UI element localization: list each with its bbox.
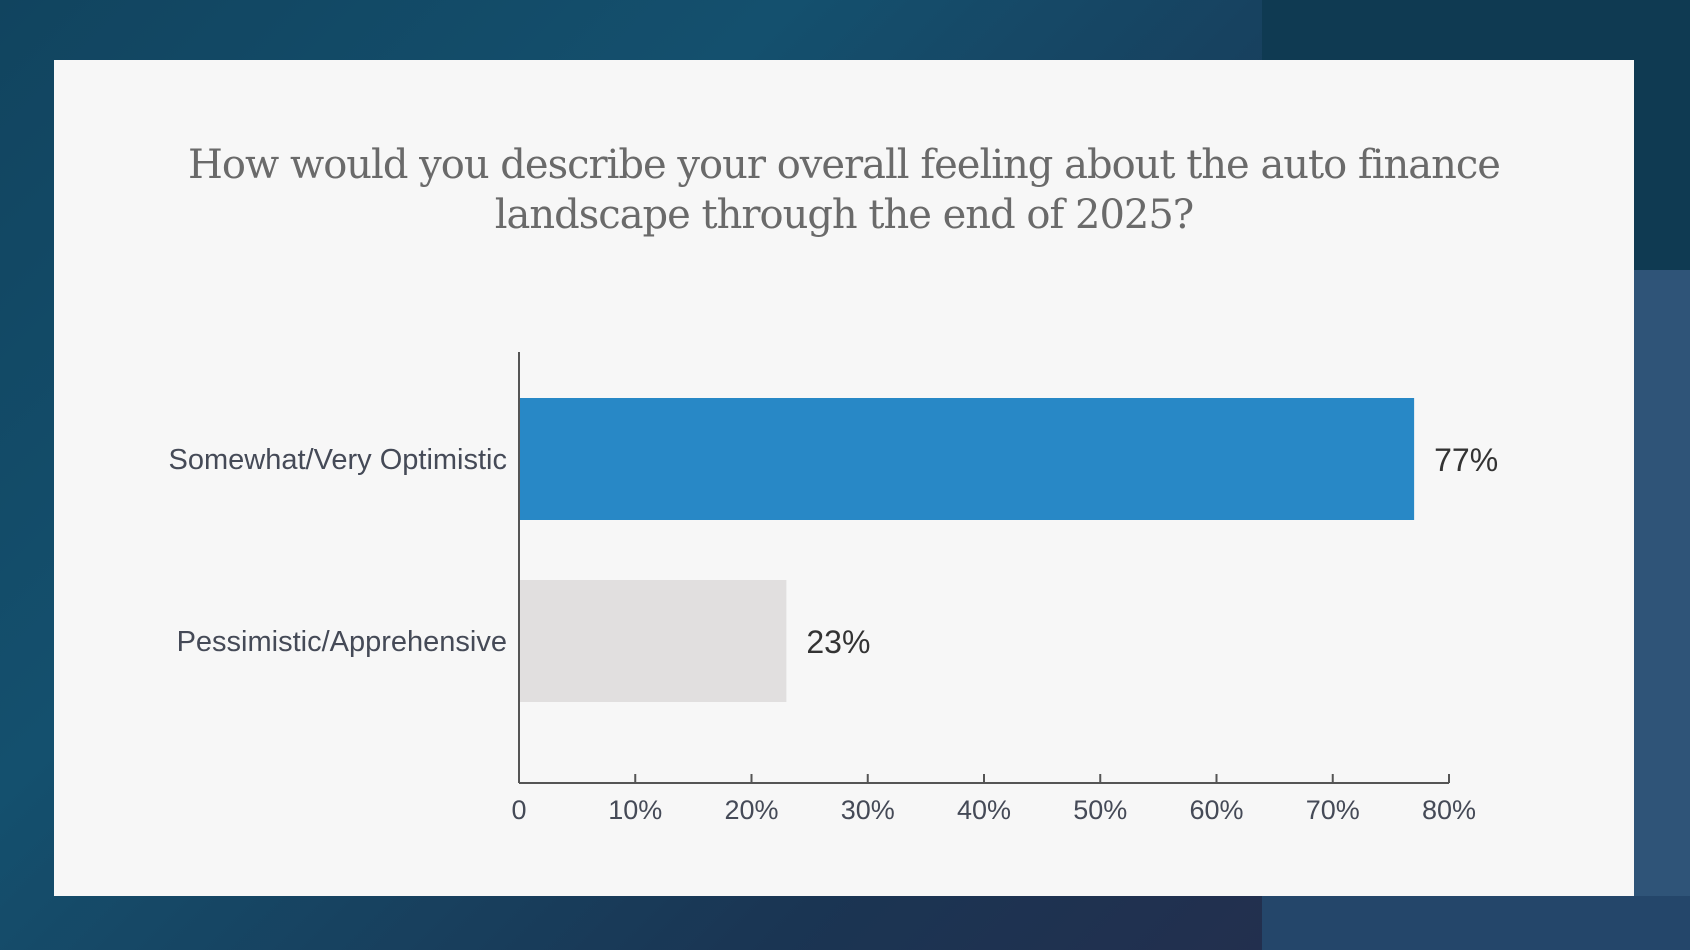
x-tick-label: 20% xyxy=(724,795,778,825)
background-panel-right xyxy=(1632,270,1690,950)
chart-bars xyxy=(520,398,1415,702)
x-tick-label: 80% xyxy=(1422,795,1476,825)
category-label: Somewhat/Very Optimistic xyxy=(169,444,507,476)
chart-title: How would you describe your overall feel… xyxy=(188,142,1501,238)
x-tick-label: 50% xyxy=(1073,795,1127,825)
x-tick-label: 30% xyxy=(841,795,895,825)
data-label: 23% xyxy=(806,624,870,660)
x-tick-label: 40% xyxy=(957,795,1011,825)
background-panel-bottom-right xyxy=(1262,896,1690,950)
bar-optimistic xyxy=(520,398,1415,520)
x-tick-label: 0 xyxy=(511,795,526,825)
x-tick-label: 70% xyxy=(1306,795,1360,825)
bar-chart: 0 10% 20% 30% 40% 50% 60% 70% 80% Somewhat/Very … xyxy=(169,352,1499,825)
chart-card: How would you describe your overall feel… xyxy=(54,60,1634,896)
chart-axes: 0 10% 20% 30% 40% 50% 60% 70% 80% xyxy=(511,352,1476,825)
category-label: Pessimistic/Apprehensive xyxy=(177,626,507,658)
chart-labels: Somewhat/Very Optimistic 77% Pessimistic/A… xyxy=(169,442,1499,660)
bar-pessimistic xyxy=(520,580,787,702)
data-label: 77% xyxy=(1434,442,1498,478)
x-tick-label: 10% xyxy=(608,795,662,825)
x-tick-label: 60% xyxy=(1189,795,1243,825)
